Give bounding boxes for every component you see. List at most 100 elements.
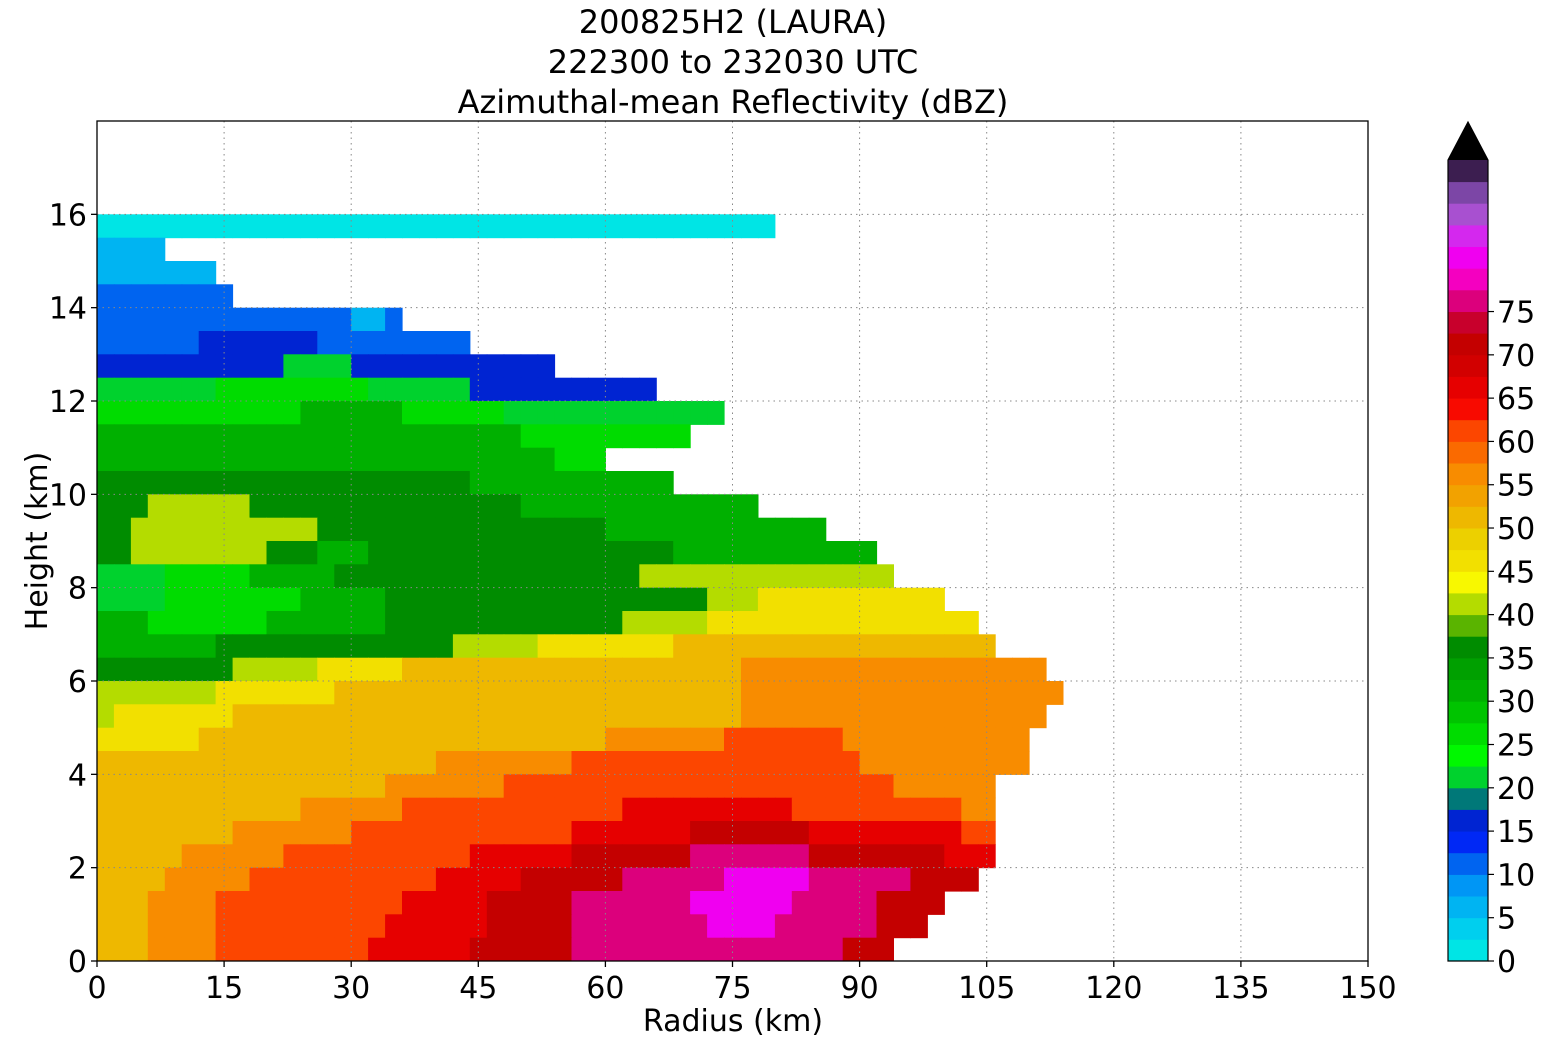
reflectivity-cell [215,634,234,659]
reflectivity-cell [300,867,318,892]
reflectivity-cell [503,821,522,845]
reflectivity-cell [266,611,284,635]
colorbar-tick-label: 45 [1497,555,1535,590]
reflectivity-cell [944,704,962,729]
reflectivity-cell [334,657,352,682]
reflectivity-cell [622,821,640,845]
reflectivity-cell [774,611,793,635]
reflectivity-cell [1012,751,1030,775]
reflectivity-cell [130,471,149,495]
reflectivity-cell [622,471,640,495]
reflectivity-cell [147,354,166,379]
reflectivity-cell [419,937,437,961]
reflectivity-cell [961,634,979,659]
reflectivity-cell [317,424,335,449]
reflectivity-cell [944,681,962,705]
reflectivity-cell [808,821,827,845]
reflectivity-cell [419,611,437,635]
reflectivity-cell [791,634,810,659]
reflectivity-cell [605,587,623,612]
reflectivity-cell [486,494,505,519]
reflectivity-cell [588,657,606,682]
reflectivity-cell [808,541,827,565]
reflectivity-cell [537,821,556,845]
reflectivity-cell [554,797,573,822]
reflectivity-cell [503,564,522,589]
reflectivity-cell [385,797,403,822]
reflectivity-cell [571,611,589,635]
reflectivity-cell [876,867,894,892]
reflectivity-cell [334,914,352,939]
colorbar-segment [1448,896,1488,919]
reflectivity-cell [571,564,589,589]
colorbar-segment [1448,246,1488,269]
reflectivity-cell [419,541,437,565]
reflectivity-cell [961,704,979,729]
reflectivity-cell [334,821,352,845]
reflectivity-cell [859,914,878,939]
colorbar-segment [1448,636,1488,659]
reflectivity-cell [605,891,623,915]
reflectivity-cell [402,541,420,565]
reflectivity-cell [859,634,878,659]
reflectivity-cell [995,681,1013,705]
reflectivity-cell [249,424,267,449]
reflectivity-cell [232,634,251,659]
reflectivity-cell [181,424,200,449]
reflectivity-cell [130,657,149,682]
reflectivity-cell [639,564,657,589]
reflectivity-cell [317,564,335,589]
reflectivity-cell [452,751,471,775]
reflectivity-cell [249,517,267,542]
reflectivity-cell [876,774,894,799]
reflectivity-cell [130,727,149,752]
reflectivity-cell [283,307,301,332]
reflectivity-cell [300,307,318,332]
reflectivity-cell [537,214,556,239]
reflectivity-cell [334,494,352,519]
reflectivity-cell [774,681,793,705]
reflectivity-cell [791,891,810,915]
reflectivity-cell [249,657,267,682]
reflectivity-cell [317,471,335,495]
reflectivity-cell [961,774,979,799]
reflectivity-cell [876,634,894,659]
reflectivity-cell [486,471,505,495]
reflectivity-cell [741,494,759,519]
reflectivity-cell [385,611,403,635]
reflectivity-cell [520,424,539,449]
reflectivity-cell [266,914,284,939]
reflectivity-cell [249,867,267,892]
reflectivity-cell [757,937,776,961]
reflectivity-cell [232,937,251,961]
reflectivity-cell [283,937,301,961]
reflectivity-cell [774,587,793,612]
reflectivity-cell [113,751,132,775]
reflectivity-cell [283,867,301,892]
reflectivity-cell [317,307,335,332]
reflectivity-cell [266,844,284,869]
reflectivity-cell [673,797,691,822]
reflectivity-cell [690,821,708,845]
reflectivity-cell [757,541,776,565]
reflectivity-cell [113,727,132,752]
reflectivity-cell [537,564,556,589]
reflectivity-cell [842,704,861,729]
reflectivity-cell [724,657,742,682]
reflectivity-cell [215,541,234,565]
reflectivity-cell [571,471,589,495]
reflectivity-cell [588,471,606,495]
reflectivity-cell [266,517,284,542]
reflectivity-cell [757,844,776,869]
reflectivity-cell [266,541,284,565]
reflectivity-cell [741,821,759,845]
reflectivity-cell [876,844,894,869]
reflectivity-cell [503,727,522,752]
reflectivity-cell [232,611,251,635]
reflectivity-cell [97,681,115,705]
reflectivity-cell [300,914,318,939]
reflectivity-cell [232,541,251,565]
reflectivity-cell [232,331,251,355]
reflectivity-cell [537,937,556,961]
reflectivity-cell [554,891,573,915]
